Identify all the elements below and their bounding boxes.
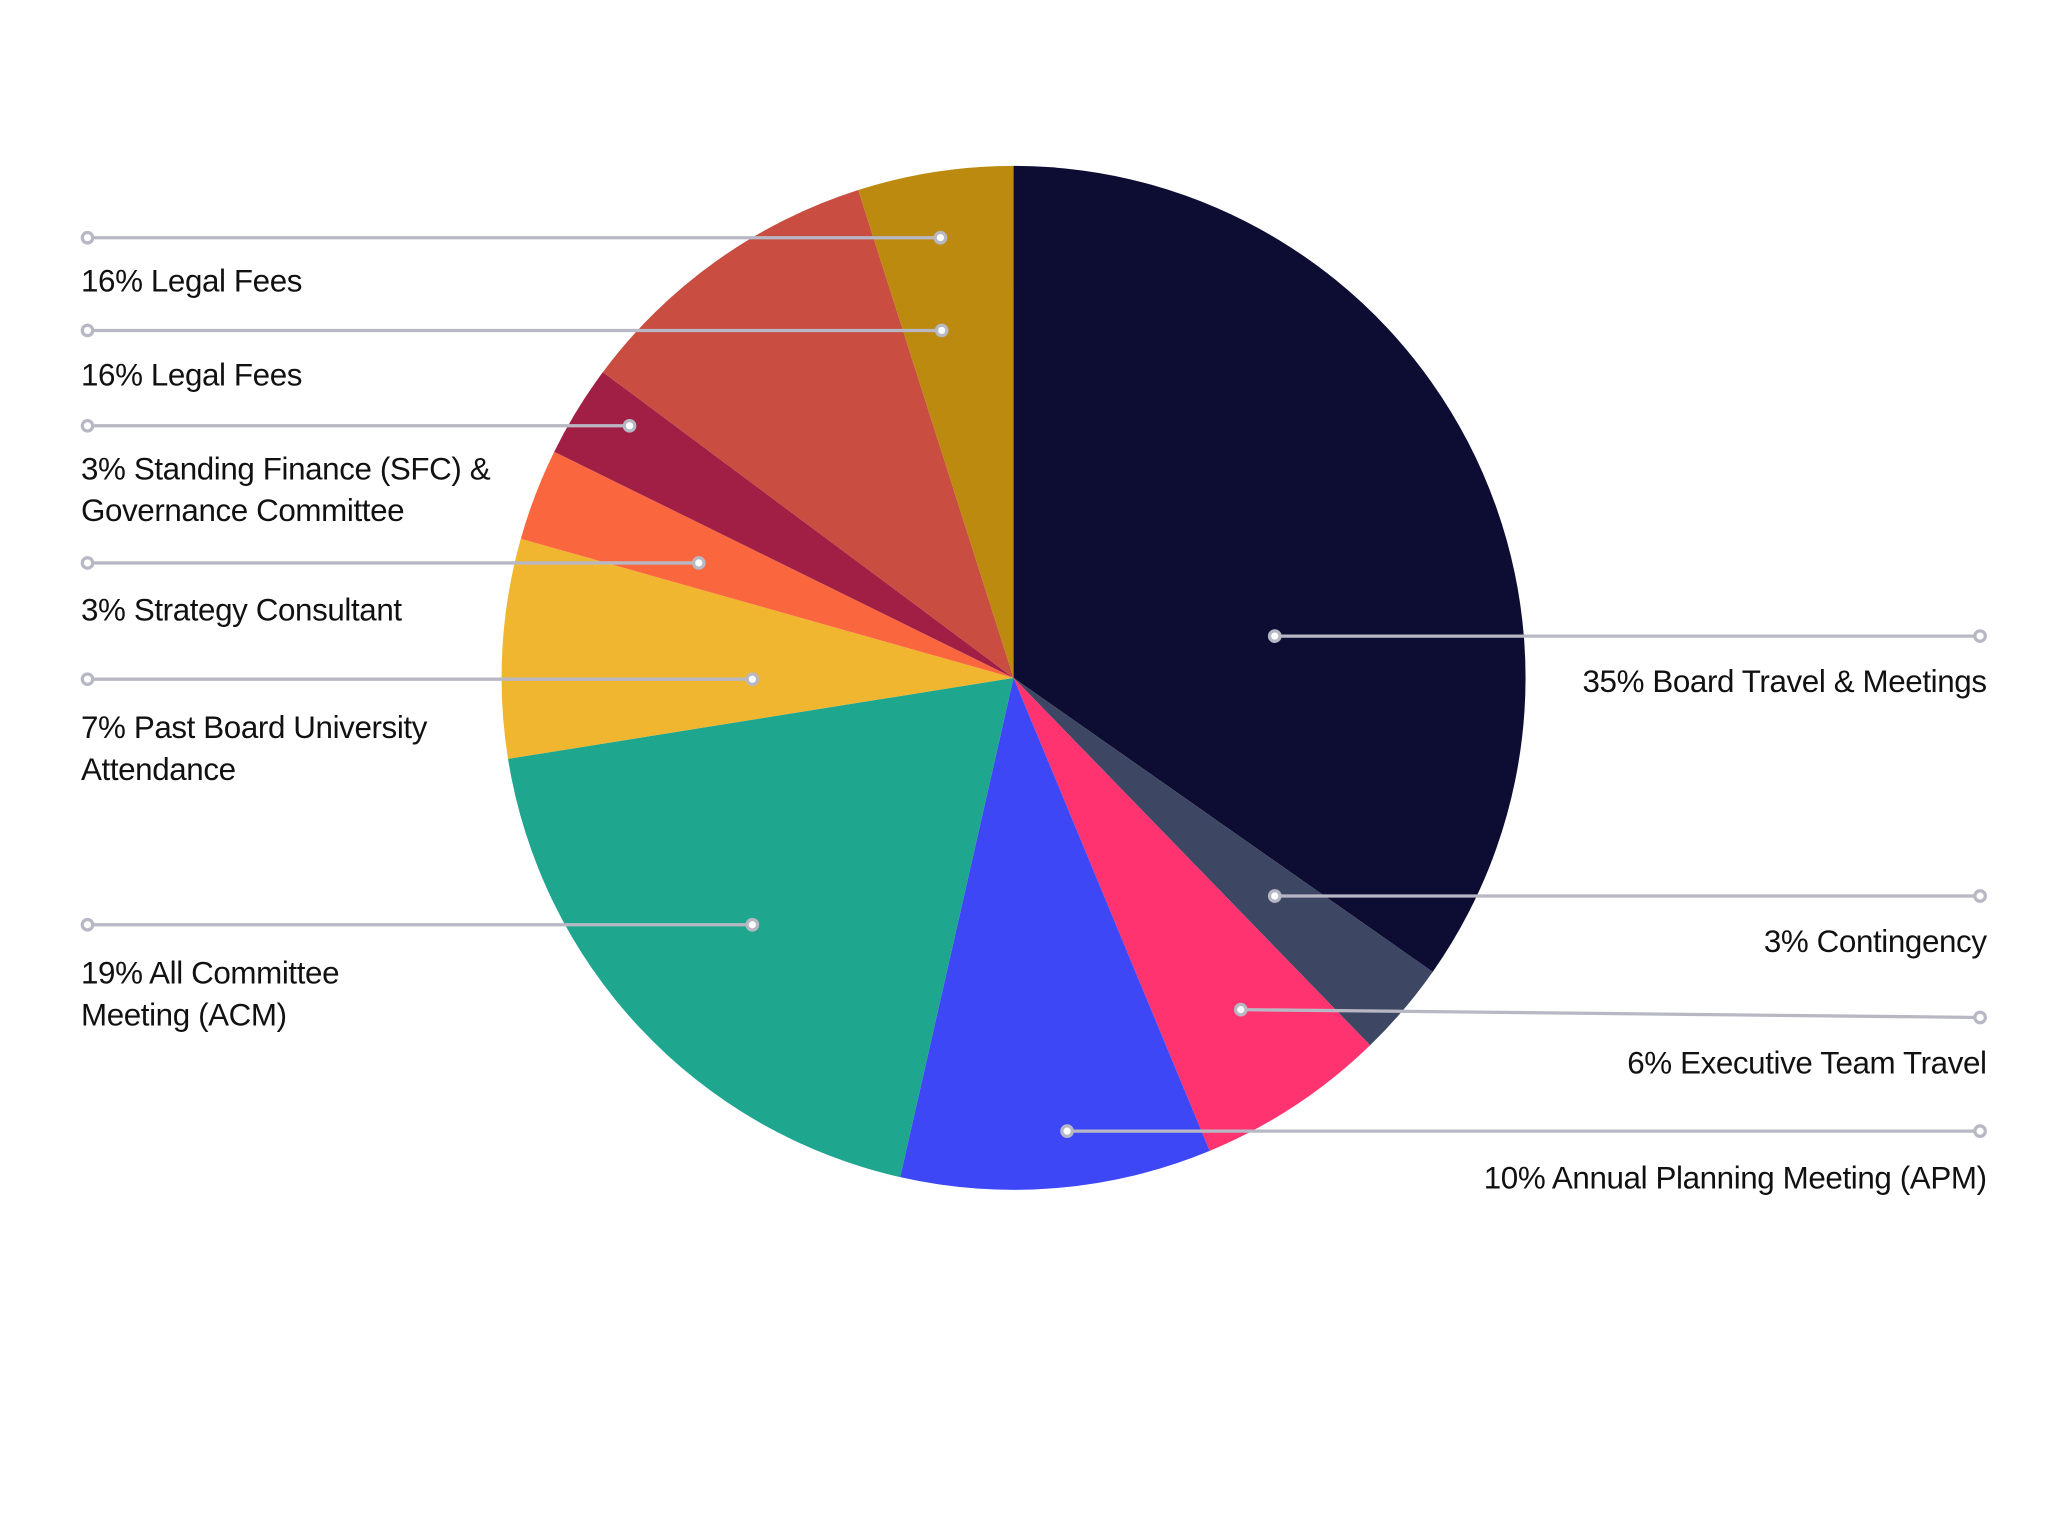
leader-dot	[691, 556, 706, 570]
slice-label: 19% All Committee Meeting (ACM)	[80, 956, 340, 1034]
leader-dot	[1973, 1124, 1987, 1138]
slice-label: 10% Annual Planning Meeting (APM)	[1483, 1161, 1987, 1197]
pie-slice	[1013, 677, 1371, 1151]
leader-dot	[934, 323, 949, 338]
leader-dot	[622, 418, 637, 433]
pie-slice	[1013, 165, 1526, 972]
pie-slice	[602, 189, 1014, 678]
leader-dot	[1267, 889, 1282, 903]
slice-label: 35% Board Travel & Meetings	[1582, 664, 1987, 701]
leader-dot	[1973, 1010, 1987, 1025]
leader-dot	[933, 230, 948, 245]
pie-slice	[501, 538, 1014, 759]
leader-dot	[745, 917, 760, 932]
pie-slice	[507, 677, 1014, 1178]
leader-dot	[80, 917, 95, 932]
slice-label: 7% Past Board University Attendance	[80, 710, 428, 788]
leader-dot	[1233, 1002, 1248, 1017]
leader-dot	[80, 556, 95, 570]
slice-label: 16% Legal Fees	[80, 357, 303, 394]
pie-slice	[858, 165, 1014, 678]
pie-slice	[1013, 677, 1433, 1046]
leader-dot	[80, 323, 95, 338]
slice-label: 3% Contingency	[1763, 924, 1987, 960]
slice-label: 16% Legal Fees	[80, 263, 303, 300]
leader-dot	[1060, 1124, 1074, 1138]
leader-dot	[80, 230, 95, 245]
leader-dot	[80, 672, 95, 687]
pie-slice	[520, 451, 1014, 678]
leader-line	[1240, 1008, 1981, 1020]
pie-slice	[554, 372, 1014, 678]
leader-dot	[1973, 629, 1987, 643]
slice-label: 6% Executive Team Travel	[1627, 1046, 1987, 1082]
slice-label: 3% Strategy Consultant	[80, 592, 402, 629]
leader-dot	[745, 672, 760, 687]
slice-label: 3% Standing Finance (SFC) & Governance C…	[80, 451, 491, 529]
leader-dot	[80, 418, 95, 433]
pie-slice	[900, 677, 1210, 1190]
leader-dot	[1267, 629, 1282, 643]
leader-dot	[1973, 889, 1987, 903]
